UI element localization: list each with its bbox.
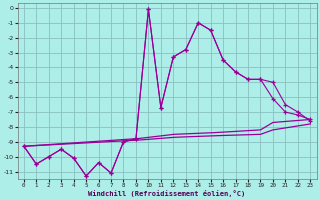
X-axis label: Windchill (Refroidissement éolien,°C): Windchill (Refroidissement éolien,°C) [88,190,246,197]
